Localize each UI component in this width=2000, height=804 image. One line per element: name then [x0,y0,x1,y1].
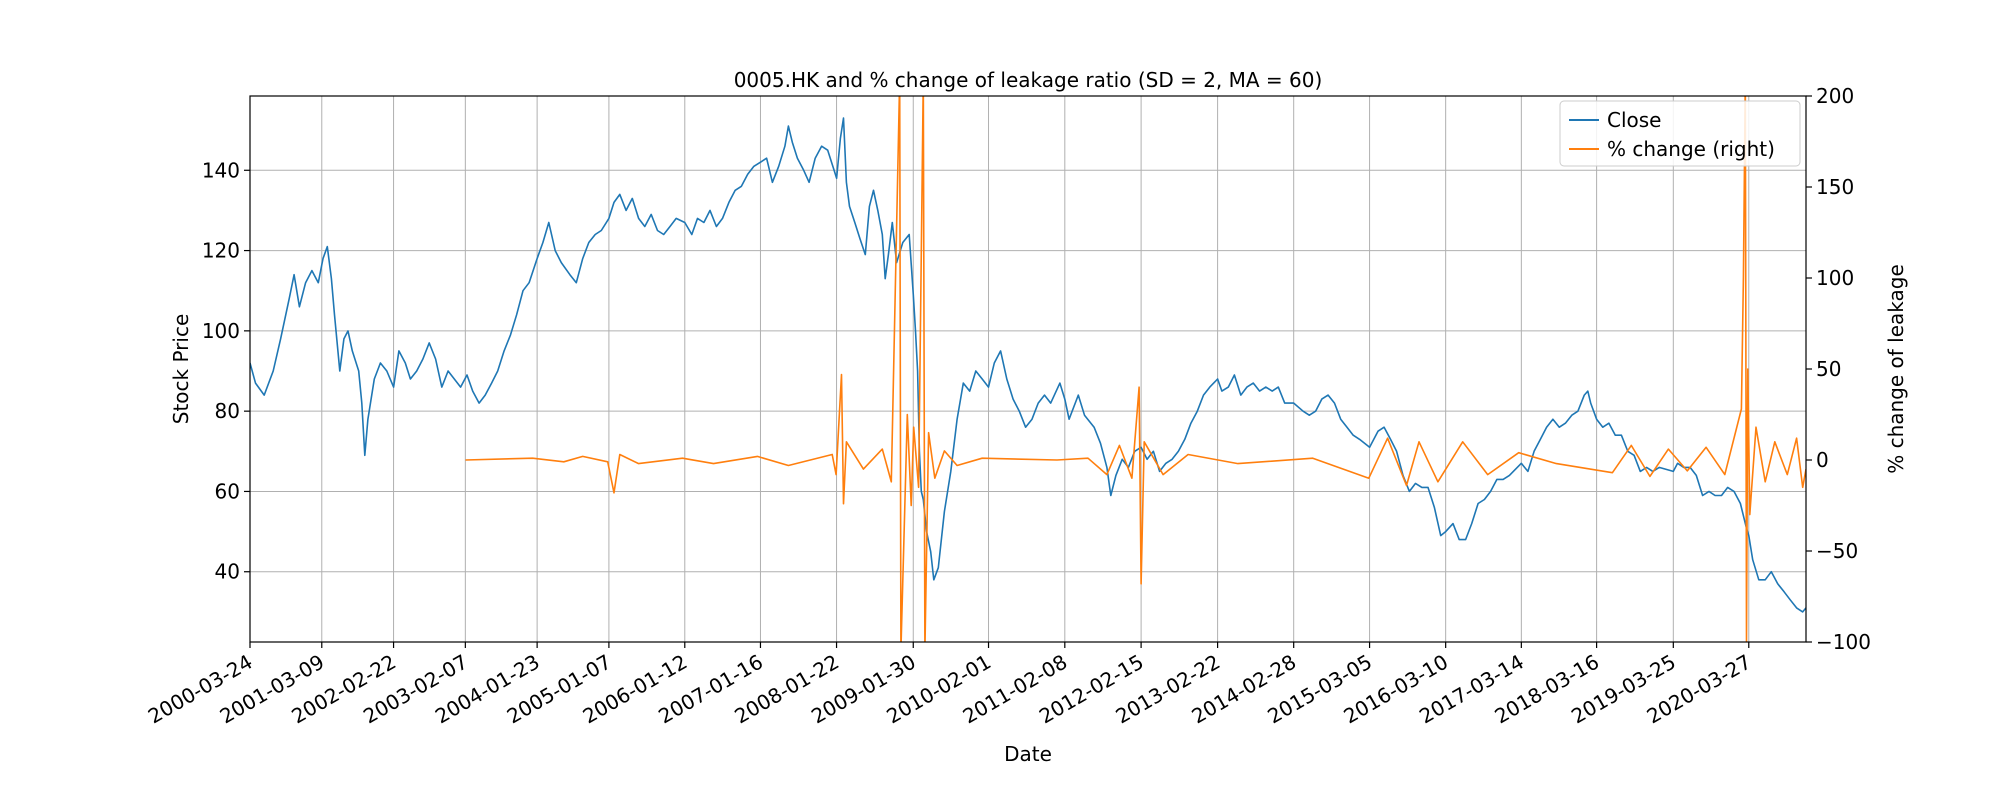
y-tick-label: 140 [202,158,240,182]
y-tick-label: 100 [202,319,240,343]
legend-change-label: % change (right) [1607,137,1775,161]
legend-frame [1559,100,1801,167]
legend-close-label: Close [1607,108,1661,132]
close-price-line [250,117,1806,613]
x-axis-label: Date [1004,742,1052,766]
y-right-tick-label: 100 [1816,266,1854,290]
y-right-tick-label: 0 [1816,448,1829,472]
y-tick-label: 60 [215,479,240,503]
grid-lines [249,96,1806,642]
legend: Close % change (right) [1559,100,1801,167]
y-axis-right-label: % change of leakage [1884,264,1908,474]
y-right-tick-label: −100 [1816,630,1871,654]
tick-layer: 2000-03-242001-03-092002-02-222003-02-07… [144,84,1871,728]
y-tick-label: 120 [202,239,240,263]
y-right-tick-label: 200 [1816,84,1854,108]
y-tick-label: 40 [215,560,240,584]
y-right-tick-label: −50 [1816,539,1858,563]
series-layer [250,96,1806,642]
y-tick-label: 80 [215,399,240,423]
leakage-change-line [465,96,1806,642]
y-right-tick-label: 150 [1816,175,1854,199]
y-right-tick-label: 50 [1816,357,1841,381]
chart-title: 0005.HK and % change of leakage ratio (S… [734,68,1323,92]
y-axis-label: Stock Price [169,314,193,425]
plot-frame [249,95,1807,643]
